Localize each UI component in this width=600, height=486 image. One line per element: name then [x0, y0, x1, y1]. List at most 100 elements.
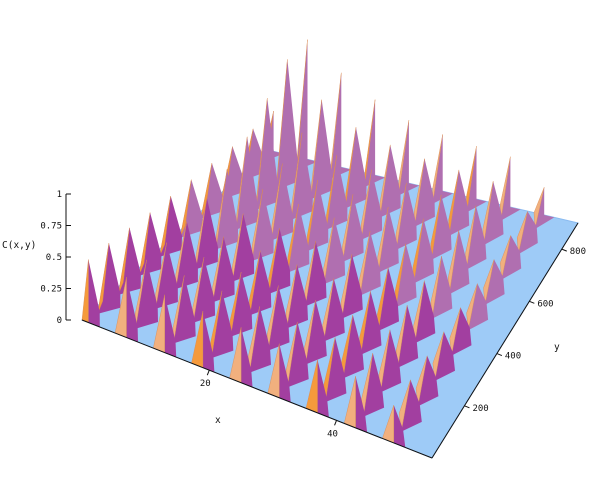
peak-7-side — [500, 156, 521, 221]
peak-83-side — [164, 294, 177, 358]
peak-89-side — [393, 405, 406, 448]
peak-32-side — [378, 207, 399, 273]
peak-44-front — [466, 283, 478, 331]
peak-25-side — [466, 205, 487, 270]
peak-63-front — [118, 227, 130, 295]
peak-62-side — [434, 331, 455, 381]
peak-60-side — [360, 291, 382, 355]
peak-5-side — [432, 134, 453, 204]
peak-27-front — [200, 162, 213, 219]
peak-76-side — [249, 306, 271, 373]
peak-36-front — [179, 179, 192, 238]
peak-42-side — [396, 243, 417, 308]
peak-67-side — [268, 285, 290, 351]
peak-39-side — [288, 204, 310, 273]
peak-8-front — [533, 187, 545, 230]
peak-20-side — [291, 132, 313, 220]
x-tick-label-1: 40 — [327, 429, 338, 439]
y-tick-mark-2 — [529, 300, 535, 304]
peak-61-side — [397, 305, 419, 368]
y-tick-mark-3 — [561, 248, 567, 252]
peak-23-side — [396, 182, 417, 250]
peak-54-front — [138, 212, 151, 276]
peak-82-side — [126, 277, 138, 343]
peak-69-side — [343, 314, 364, 379]
peak-29-side — [271, 163, 294, 241]
peak-71-side — [418, 355, 439, 407]
peak-26-side — [501, 235, 522, 280]
y-axis-line — [431, 222, 579, 459]
z-tick-label-2: 0.5 — [46, 253, 62, 263]
y-tick-mark-1 — [496, 353, 503, 357]
peak-26-front — [500, 235, 511, 280]
peak-65-side — [193, 257, 216, 323]
z-tick-label-4: 1 — [57, 190, 62, 200]
peak-53-side — [451, 307, 472, 356]
peak-11-side — [310, 99, 333, 200]
peak-56-side — [212, 236, 235, 303]
peak-53-front — [449, 307, 461, 356]
peak-68-side — [305, 300, 327, 365]
peak-59-side — [323, 278, 345, 342]
peak-10-side — [276, 59, 299, 191]
peak-74-side — [173, 275, 196, 344]
peak-43-side — [432, 256, 453, 319]
peak-47-side — [232, 213, 255, 282]
peak-4-side — [398, 120, 420, 196]
y-tick-label-2: 600 — [537, 299, 553, 309]
x-axis-label: x — [215, 415, 221, 426]
x-tick-mark-1 — [334, 420, 338, 426]
peak-8-side — [535, 187, 555, 229]
surface-peaks — [81, 39, 555, 448]
peak-15-side — [449, 169, 470, 236]
z-tick-label-0: 0 — [57, 316, 62, 326]
peak-62-front — [432, 331, 445, 381]
y-axis-label: y — [554, 342, 560, 353]
peak-33-side — [413, 218, 435, 284]
peak-13-side — [380, 144, 401, 218]
peak-14-side — [414, 158, 435, 227]
peak-6-side — [466, 146, 487, 213]
peak-38-side — [252, 189, 274, 261]
peak-37-side — [216, 169, 239, 250]
peak-16-side — [483, 181, 504, 246]
peak-75-side — [211, 290, 234, 359]
y-tick-label-1: 400 — [505, 352, 521, 362]
peak-17-side — [518, 211, 538, 255]
peak-55-side — [175, 221, 198, 289]
peak-12-side — [345, 127, 367, 209]
peak-85-side — [241, 327, 253, 388]
peak-40-side — [324, 217, 346, 285]
peak-77-side — [287, 321, 309, 388]
peak-45-front — [159, 195, 171, 257]
peak-30-side — [307, 180, 329, 252]
peak-84-side — [202, 311, 215, 373]
peak-86-side — [279, 343, 291, 403]
peak-44-side — [468, 283, 489, 331]
x-axis-line — [81, 319, 433, 459]
y-ticks: 200 400 600 800 — [464, 247, 586, 414]
y-tick-label-0: 200 — [472, 404, 488, 414]
peak-57-side — [249, 250, 272, 316]
peak-48-side — [268, 228, 291, 294]
peak-70-side — [380, 329, 402, 393]
z-tick-label-3: 0.75 — [40, 222, 62, 232]
peak-80-side — [401, 379, 422, 432]
peak-28-side — [236, 136, 259, 230]
peak-35-front — [483, 259, 495, 305]
peak-17-front — [516, 211, 528, 255]
x-tick-label-0: 20 — [200, 379, 211, 389]
y-tick-mark-0 — [464, 405, 470, 409]
peak-31-side — [342, 194, 364, 262]
peak-22-side — [361, 169, 383, 240]
peak-81-side — [88, 259, 100, 327]
z-ticks: 0 0.25 0.5 0.75 1 — [40, 190, 71, 326]
peak-19-side — [256, 98, 279, 210]
peak-87-side — [317, 359, 329, 418]
peak-58-side — [286, 264, 308, 329]
x-tick-mark-0 — [206, 369, 210, 376]
peak-49-side — [305, 241, 327, 307]
peak-24-side — [431, 194, 452, 260]
